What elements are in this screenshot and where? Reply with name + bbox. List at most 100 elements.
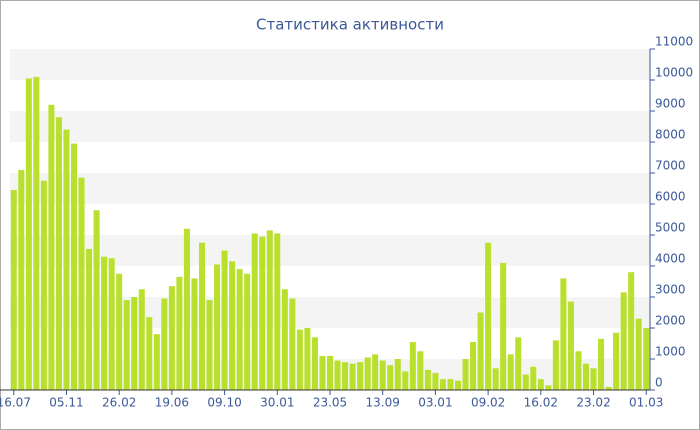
- bar: [567, 301, 574, 390]
- bar: [402, 371, 409, 390]
- bar: [387, 365, 394, 390]
- bar: [537, 379, 544, 390]
- bar: [507, 354, 514, 390]
- bar: [462, 359, 469, 390]
- bar: [86, 248, 93, 390]
- bar: [357, 362, 364, 390]
- bar: [289, 298, 296, 390]
- bar: [409, 341, 416, 390]
- bar: [191, 278, 198, 390]
- bar: [424, 369, 431, 390]
- grid-band: [10, 49, 650, 80]
- bar: [266, 230, 273, 390]
- bar: [48, 104, 55, 391]
- bar: [311, 337, 318, 390]
- bar: [281, 289, 288, 390]
- bar: [198, 242, 206, 390]
- bar: [131, 297, 138, 390]
- bar: [55, 117, 62, 390]
- y-tick-label: 10000: [655, 66, 693, 80]
- bar: [25, 78, 32, 390]
- bar: [153, 334, 160, 390]
- y-tick-label: 0: [655, 376, 663, 390]
- bar: [259, 236, 266, 390]
- x-tick-label: 30.01: [260, 396, 294, 410]
- bar: [470, 341, 477, 390]
- y-tick-label: 2000: [655, 314, 686, 328]
- bar: [522, 374, 529, 390]
- y-tick-label: 8000: [655, 128, 686, 142]
- bar: [530, 366, 537, 390]
- bar: [176, 276, 183, 390]
- bar: [206, 300, 213, 390]
- bar: [326, 355, 334, 390]
- bar: [432, 372, 439, 390]
- bar: [304, 328, 311, 390]
- bar: [221, 250, 228, 390]
- y-tick-label: 9000: [655, 97, 686, 111]
- y-tick-label: 6000: [655, 190, 686, 204]
- bar: [552, 340, 559, 390]
- bar: [485, 242, 492, 390]
- bar: [274, 233, 281, 390]
- grid-band: [10, 111, 650, 142]
- bar: [628, 272, 635, 390]
- y-tick-label: 11000: [655, 35, 693, 49]
- bar: [296, 329, 303, 390]
- y-tick-label: 7000: [655, 159, 686, 173]
- bar: [635, 318, 642, 390]
- bar: [123, 300, 130, 390]
- bar: [515, 337, 522, 390]
- y-tick-label: 1000: [655, 345, 686, 359]
- bar: [236, 269, 243, 390]
- bar: [545, 385, 552, 390]
- bar: [349, 363, 356, 390]
- bar: [379, 360, 386, 390]
- bar: [146, 317, 153, 390]
- bar: [394, 359, 401, 390]
- bar: [229, 261, 236, 390]
- bar: [500, 262, 507, 390]
- bar: [183, 228, 190, 390]
- bar: [598, 338, 605, 390]
- bar: [63, 129, 70, 390]
- bar: [364, 357, 371, 390]
- bar: [454, 380, 462, 390]
- x-tick-label: 13.09: [366, 396, 400, 410]
- y-tick-label: 4000: [655, 252, 686, 266]
- y-tick-label: 5000: [655, 221, 686, 235]
- bar: [582, 363, 590, 390]
- grid-band: [10, 173, 650, 204]
- bar: [168, 286, 175, 390]
- bar: [116, 273, 123, 390]
- bar: [620, 292, 627, 390]
- x-tick-label: 23.05: [313, 396, 347, 410]
- bar: [18, 169, 25, 390]
- x-tick-label: 26.02: [102, 396, 136, 410]
- bar: [10, 190, 17, 390]
- bar: [319, 355, 326, 390]
- bar: [101, 256, 108, 390]
- x-tick-label: 03.01: [418, 396, 452, 410]
- bar: [138, 289, 145, 390]
- bar: [70, 143, 78, 390]
- x-tick-label: 05.11: [49, 396, 83, 410]
- x-tick-label: 16.07: [0, 396, 31, 410]
- bar: [447, 379, 454, 390]
- bar: [613, 332, 620, 390]
- x-tick-label: 23.02: [576, 396, 610, 410]
- bar: [33, 76, 40, 391]
- bar: [417, 351, 424, 390]
- bar: [214, 264, 221, 390]
- x-tick-label: 19.06: [155, 396, 189, 410]
- x-tick-label: 16.02: [524, 396, 558, 410]
- bar: [372, 354, 379, 390]
- bar: [342, 362, 349, 390]
- bar: [477, 312, 484, 390]
- bar: [251, 233, 258, 390]
- x-tick-label: 09.10: [207, 396, 241, 410]
- chart-title: Статистика активности: [256, 16, 444, 34]
- bar: [439, 379, 446, 390]
